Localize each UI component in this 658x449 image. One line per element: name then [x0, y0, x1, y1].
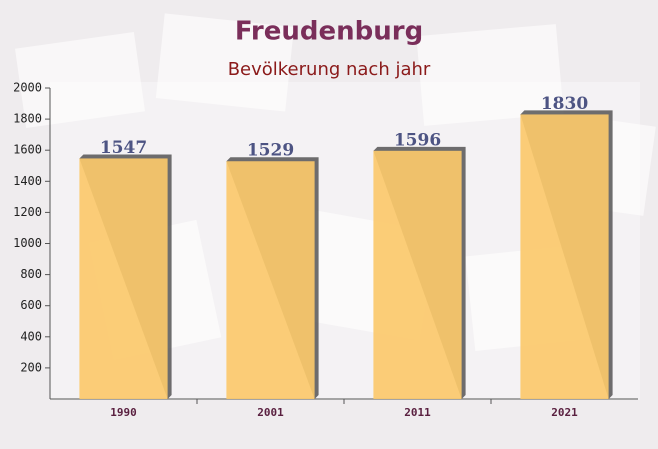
y-tick-label: 800: [20, 267, 42, 281]
value-label: 1529: [247, 141, 294, 161]
bar: [520, 114, 609, 399]
y-tick-label: 2000: [13, 81, 42, 95]
x-tick-label: 2011: [404, 406, 431, 419]
value-label: 1547: [100, 138, 147, 158]
value-label: 1830: [541, 94, 588, 114]
y-tick-label: 400: [20, 329, 42, 343]
chart-title: Freudenburg: [235, 17, 423, 47]
value-label: 1596: [394, 130, 441, 150]
y-tick-label: 1800: [13, 112, 42, 126]
x-tick-label: 2021: [551, 406, 578, 419]
y-tick-label: 1600: [13, 143, 42, 157]
y-tick-label: 200: [20, 360, 42, 374]
y-tick-label: 1400: [13, 174, 42, 188]
y-tick-label: 1000: [13, 236, 42, 250]
y-tick-label: 1200: [13, 205, 42, 219]
x-tick-label: 1990: [110, 406, 137, 419]
chart-subtitle: Bevölkerung nach jahr: [228, 59, 431, 80]
bar: [226, 161, 315, 399]
bar: [79, 158, 168, 399]
y-tick-label: 600: [20, 298, 42, 312]
x-tick-label: 2001: [257, 406, 284, 419]
bar: [373, 150, 462, 399]
